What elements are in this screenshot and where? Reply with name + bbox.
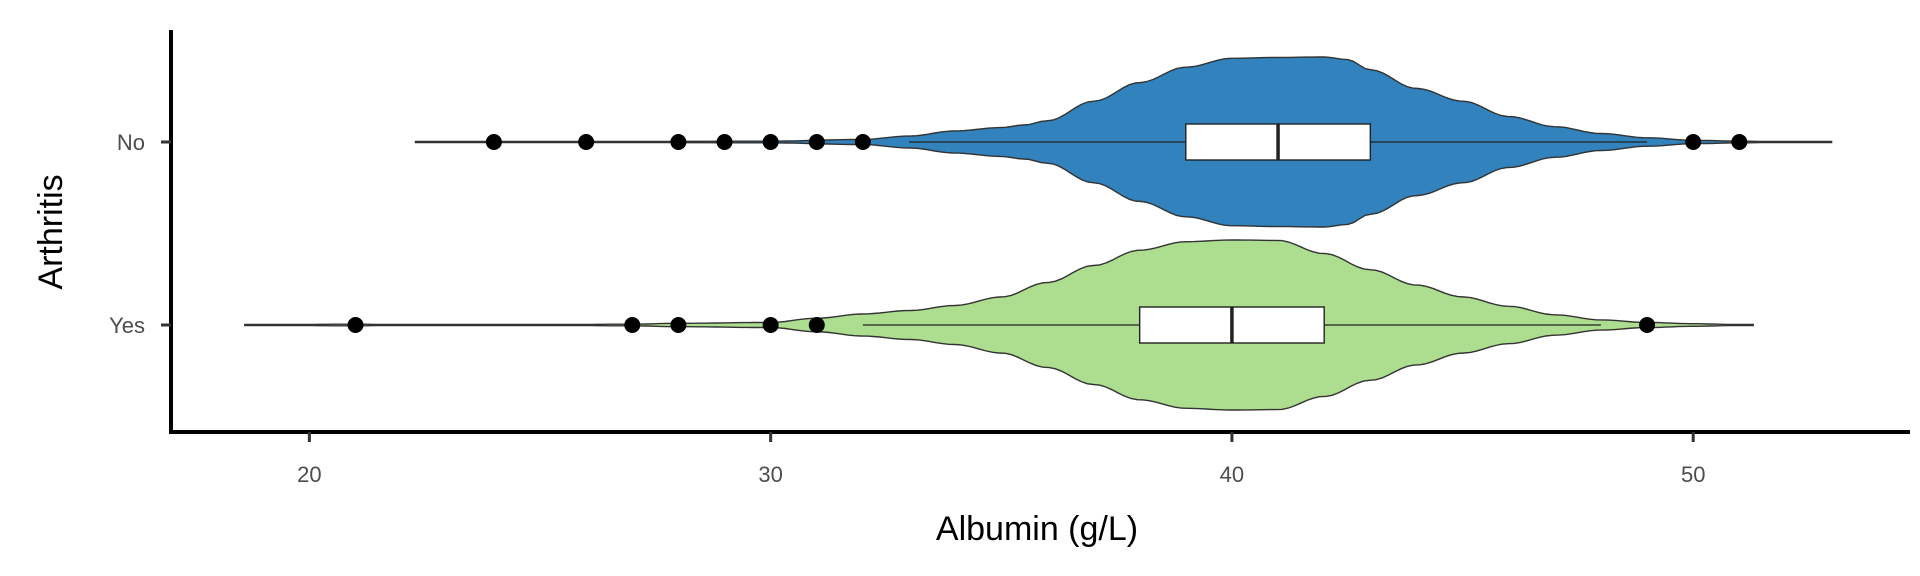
outlier-point-no	[1685, 134, 1702, 150]
x-tick-label: 40	[1220, 462, 1244, 487]
outlier-point-yes	[670, 317, 687, 333]
outlier-point-no	[854, 134, 871, 150]
y-axis-title: Arthritis	[32, 174, 70, 289]
outlier-point-no	[578, 134, 595, 150]
outlier-point-no	[485, 134, 502, 150]
outlier-point-no	[762, 134, 779, 150]
x-tick-label: 20	[297, 462, 321, 487]
outlier-point-yes	[624, 317, 641, 333]
plot-area	[244, 56, 1833, 411]
outlier-point-no	[716, 134, 733, 150]
outlier-point-no	[1731, 134, 1748, 150]
outlier-point-no	[808, 134, 825, 150]
outlier-point-yes	[808, 317, 825, 333]
outlier-point-yes	[762, 317, 779, 333]
x-tick-label: 30	[758, 462, 782, 487]
y-tick-label-no: No	[117, 130, 145, 155]
x-tick-label: 50	[1681, 462, 1705, 487]
y-tick-label-yes: Yes	[109, 313, 145, 338]
outlier-point-no	[670, 134, 687, 150]
outlier-point-yes	[1639, 317, 1656, 333]
x-axis-title: Albumin (g/L)	[936, 510, 1138, 548]
outlier-point-yes	[347, 317, 364, 333]
axes: No Yes 20 30 40 50	[109, 130, 1705, 487]
